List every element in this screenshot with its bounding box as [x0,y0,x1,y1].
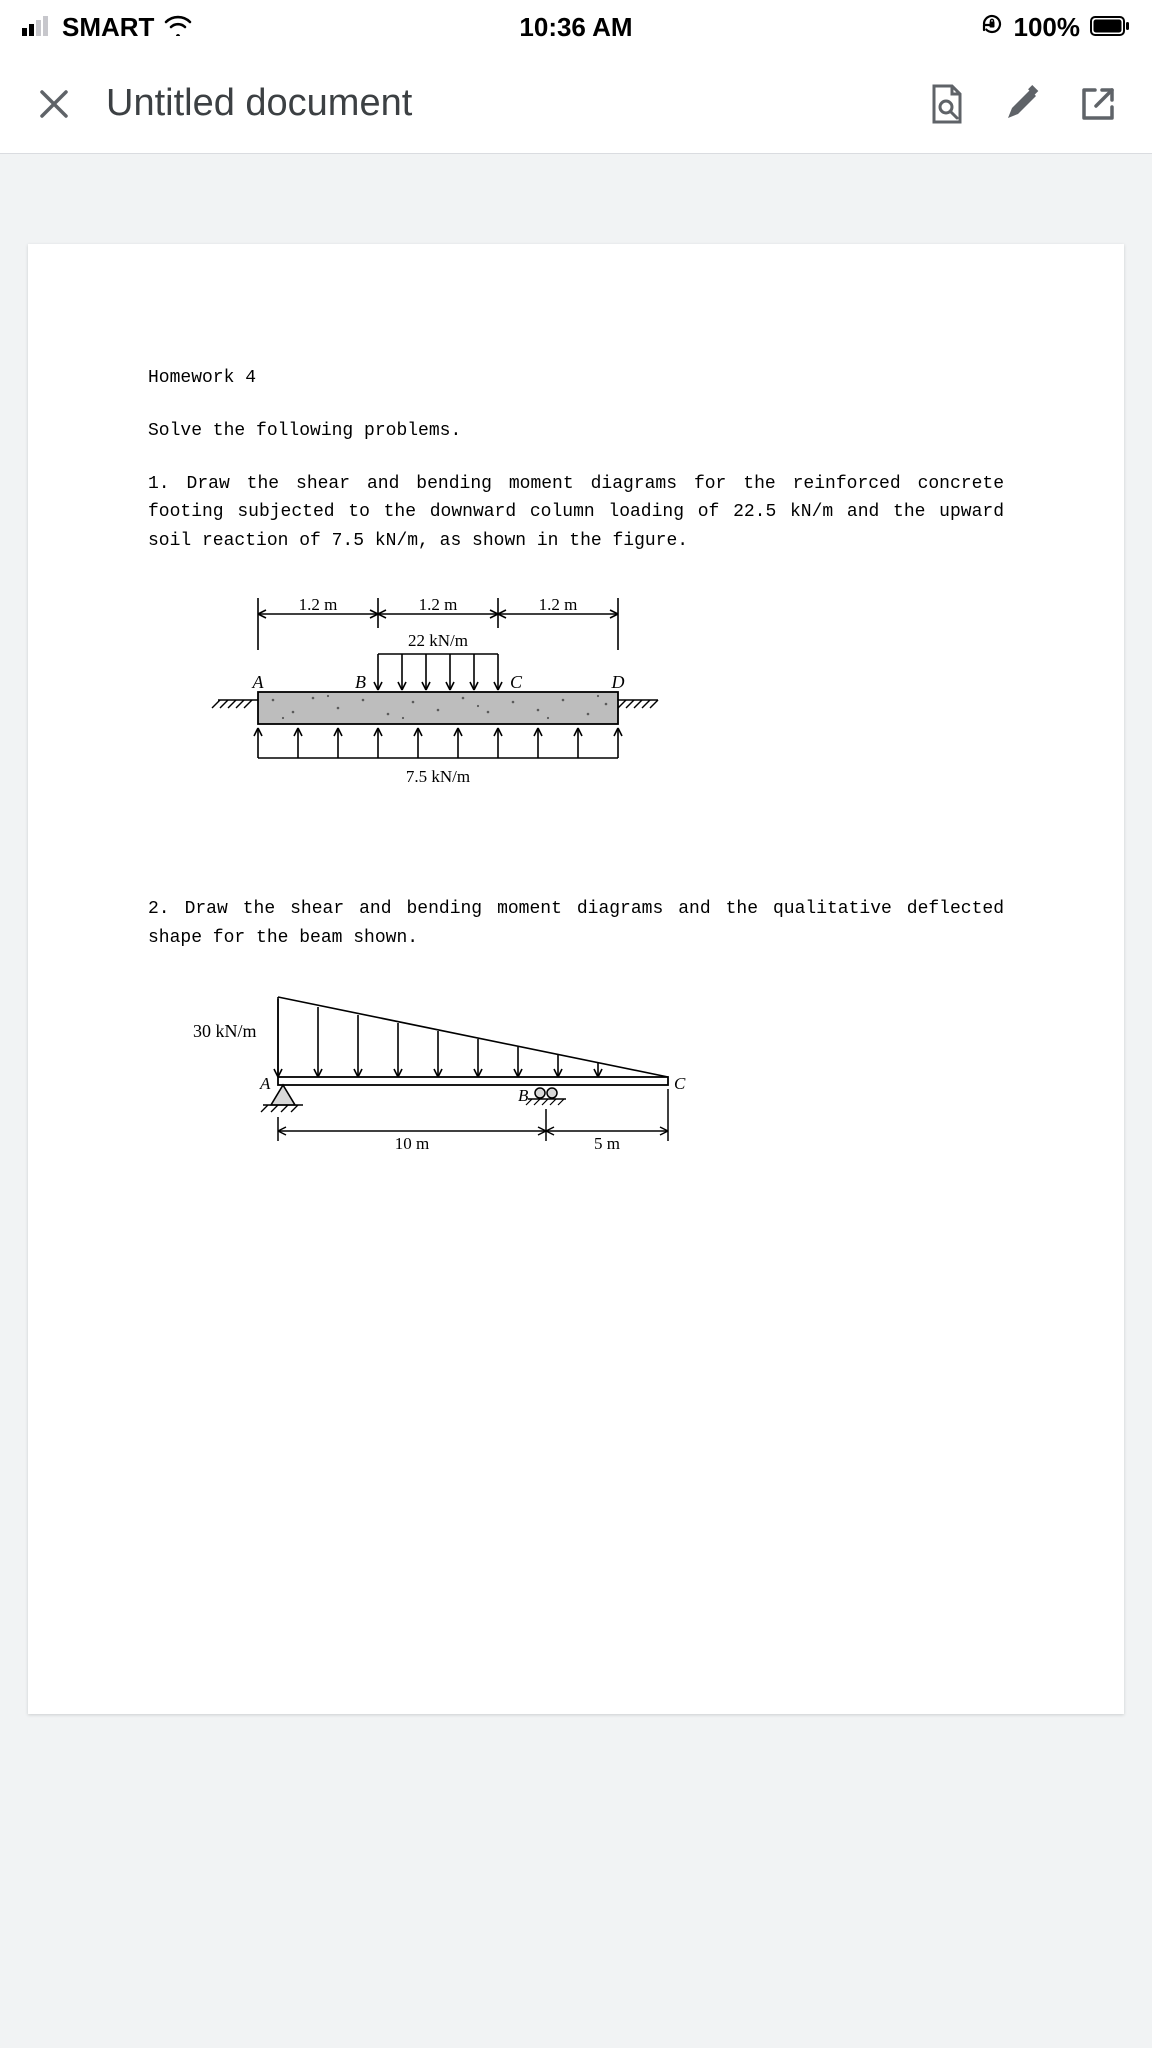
app-bar: Untitled document [0,54,1152,154]
fig2-label-A: A [259,1074,271,1093]
wifi-icon [164,12,192,43]
status-left: SMART [22,12,192,43]
close-icon [37,87,71,121]
fig1-label-D: D [611,672,625,692]
document-area[interactable]: Homework 4 Solve the following problems.… [0,154,1152,2048]
fig1-top-load: 22 kN/m [408,631,468,650]
edit-button[interactable] [998,80,1046,128]
fig2-span-0: 10 m [395,1134,429,1153]
fig1-span-2: 1.2 m [539,595,578,614]
question-2: 2. Draw the shear and bending moment dia… [148,895,1004,953]
clock: 10:36 AM [519,12,632,43]
doc-intro: Solve the following problems. [148,417,1004,446]
find-button[interactable] [922,80,970,128]
document-page: Homework 4 Solve the following problems.… [28,244,1124,1714]
fig1-label-C: C [510,672,523,692]
open-external-icon [1078,84,1118,124]
battery-icon [1090,12,1130,43]
fig2-label-B: B [518,1086,529,1105]
doc-heading: Homework 4 [148,364,1004,393]
fig1-span-1: 1.2 m [419,595,458,614]
find-in-document-icon [926,82,966,126]
open-external-button[interactable] [1074,80,1122,128]
figure-2: 30 kN/m [188,977,1004,1182]
signal-icon [22,12,52,43]
question-1: 1. Draw the shear and bending moment dia… [148,470,1004,556]
battery-label: 100% [1014,12,1081,43]
pencil-icon [1002,84,1042,124]
fig2-span-1: 5 m [594,1134,620,1153]
fig1-bottom-load: 7.5 kN/m [406,767,470,786]
fig1-label-B: B [355,672,366,692]
figure-1: 1.2 m 1.2 m 1.2 m 22 kN/m [188,580,1004,835]
document-title: Untitled document [106,82,894,125]
close-button[interactable] [30,80,78,128]
fig1-label-A: A [252,672,265,692]
fig2-label-C: C [674,1074,686,1093]
orientation-lock-icon [980,12,1004,43]
fig1-span-0: 1.2 m [299,595,338,614]
fig2-load: 30 kN/m [193,1021,257,1041]
status-bar: SMART 10:36 AM 100% [0,0,1152,54]
status-right: 100% [980,12,1131,43]
carrier-label: SMART [62,12,154,43]
